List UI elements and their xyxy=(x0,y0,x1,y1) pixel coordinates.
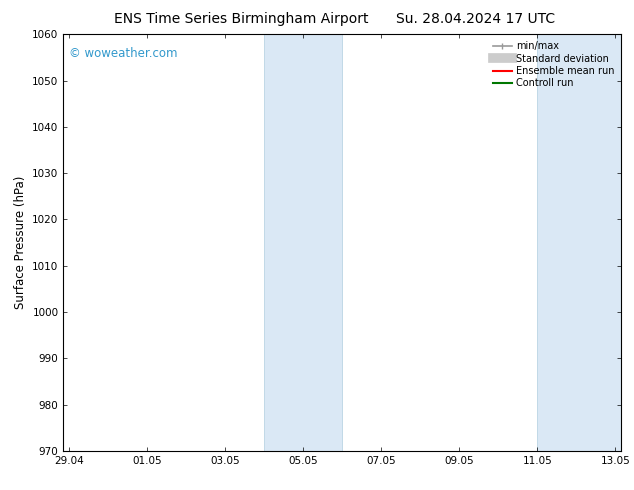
Bar xyxy=(538,34,621,451)
Text: Su. 28.04.2024 17 UTC: Su. 28.04.2024 17 UTC xyxy=(396,12,555,26)
Legend: min/max, Standard deviation, Ensemble mean run, Controll run: min/max, Standard deviation, Ensemble me… xyxy=(491,39,616,90)
Text: © woweather.com: © woweather.com xyxy=(69,47,178,60)
Bar xyxy=(264,34,342,451)
Text: ENS Time Series Birmingham Airport: ENS Time Series Birmingham Airport xyxy=(113,12,368,26)
Y-axis label: Surface Pressure (hPa): Surface Pressure (hPa) xyxy=(14,176,27,309)
